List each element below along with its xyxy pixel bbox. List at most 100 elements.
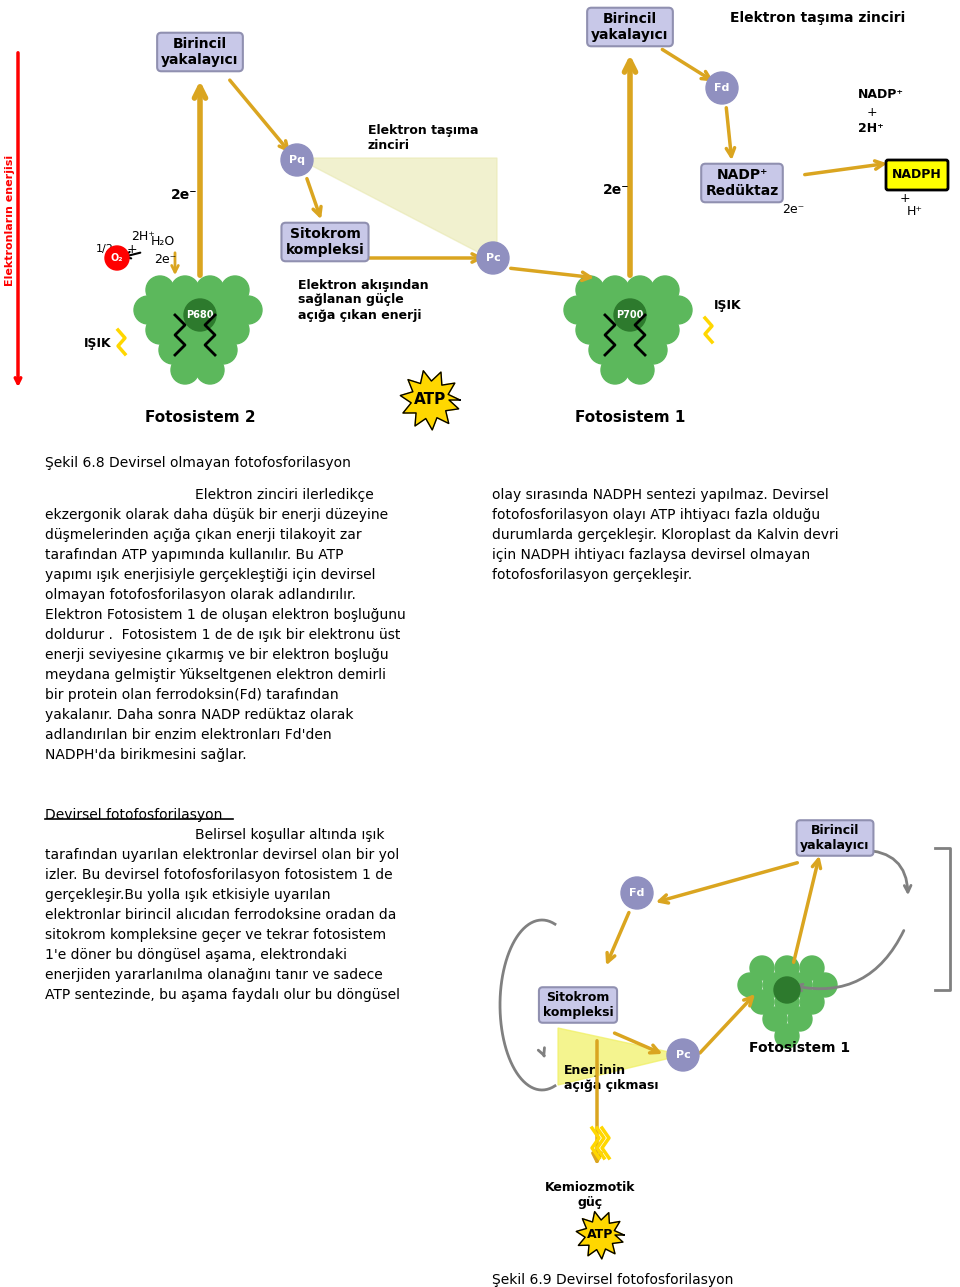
Text: enerji seviyesine çıkarmış ve bir elektron boşluğu: enerji seviyesine çıkarmış ve bir elektr… — [45, 647, 389, 662]
Circle shape — [159, 336, 187, 364]
Circle shape — [159, 296, 187, 324]
Text: izler. Bu devirsel fotofosforilasyon fotosistem 1 de: izler. Bu devirsel fotofosforilasyon fot… — [45, 867, 393, 882]
Circle shape — [209, 296, 237, 324]
Circle shape — [221, 275, 249, 304]
Text: 2H⁺: 2H⁺ — [132, 230, 155, 243]
Circle shape — [800, 990, 824, 1014]
Circle shape — [184, 299, 216, 331]
Text: Sitokrom
kompleksi: Sitokrom kompleksi — [286, 227, 365, 257]
Text: 2e⁻: 2e⁻ — [154, 254, 176, 266]
Circle shape — [626, 356, 654, 384]
Text: Belirsel koşullar altında ışık: Belirsel koşullar altında ışık — [195, 828, 385, 842]
Circle shape — [171, 317, 199, 344]
Circle shape — [281, 144, 313, 176]
Text: NADPH'da birikmesini sağlar.: NADPH'da birikmesini sağlar. — [45, 748, 247, 762]
Text: IŞIK: IŞIK — [84, 336, 111, 350]
Text: tarafından ATP yapımında kullanılır. Bu ATP: tarafından ATP yapımında kullanılır. Bu … — [45, 548, 344, 562]
Text: Şekil 6.9 Devirsel fotofosforilasyon: Şekil 6.9 Devirsel fotofosforilasyon — [492, 1273, 733, 1287]
Circle shape — [639, 296, 667, 324]
Text: Birincil
yakalayıcı: Birincil yakalayıcı — [591, 12, 669, 42]
Circle shape — [196, 356, 224, 384]
Circle shape — [800, 956, 824, 979]
Circle shape — [601, 356, 629, 384]
Text: O₂: O₂ — [110, 254, 123, 263]
Text: 2H⁺: 2H⁺ — [858, 121, 884, 135]
Circle shape — [706, 72, 738, 104]
Text: 2e⁻: 2e⁻ — [781, 203, 804, 216]
Text: ATP: ATP — [587, 1229, 613, 1242]
Text: Pc: Pc — [486, 254, 500, 263]
Text: NADPH: NADPH — [892, 169, 942, 181]
Text: Fd: Fd — [714, 82, 730, 93]
Text: Şekil 6.8 Devirsel olmayan fotofosforilasyon: Şekil 6.8 Devirsel olmayan fotofosforila… — [45, 456, 350, 470]
Circle shape — [614, 296, 642, 324]
Circle shape — [576, 317, 604, 344]
Text: Fotosistem 1: Fotosistem 1 — [750, 1041, 851, 1055]
Text: Elektronların enerjisi: Elektronların enerjisi — [5, 154, 15, 286]
Circle shape — [589, 336, 617, 364]
Text: Birincil
yakalayıcı: Birincil yakalayıcı — [161, 37, 239, 67]
Circle shape — [763, 973, 787, 997]
Circle shape — [614, 336, 642, 364]
Text: ekzergonik olarak daha düşük bir enerji düzeyine: ekzergonik olarak daha düşük bir enerji … — [45, 508, 388, 523]
Text: Elektron Fotosistem 1 de oluşan elektron boşluğunu: Elektron Fotosistem 1 de oluşan elektron… — [45, 607, 406, 622]
Text: Elektron taşıma
zinciri: Elektron taşıma zinciri — [368, 124, 478, 152]
Circle shape — [664, 296, 692, 324]
Text: doldurur .  Fotosistem 1 de de ışık bir elektronu üst: doldurur . Fotosistem 1 de de ışık bir e… — [45, 628, 400, 642]
Text: Devirsel fotofosforilasyon: Devirsel fotofosforilasyon — [45, 808, 223, 822]
Polygon shape — [400, 371, 460, 430]
Circle shape — [763, 1006, 787, 1031]
Text: 2e⁻: 2e⁻ — [171, 188, 198, 202]
Circle shape — [221, 317, 249, 344]
Circle shape — [788, 1006, 812, 1031]
Circle shape — [134, 296, 162, 324]
Circle shape — [564, 296, 592, 324]
Text: P680: P680 — [186, 310, 214, 320]
Circle shape — [775, 990, 799, 1014]
Text: fotofosforilasyon olayı ATP ihtiyacı fazla olduğu: fotofosforilasyon olayı ATP ihtiyacı faz… — [492, 508, 820, 523]
Polygon shape — [576, 1211, 624, 1259]
Text: Fotosistem 1: Fotosistem 1 — [575, 411, 685, 426]
Circle shape — [601, 275, 629, 304]
Text: H⁺: H⁺ — [907, 205, 923, 218]
Text: Elektron taşıma zinciri: Elektron taşıma zinciri — [730, 12, 905, 24]
Circle shape — [477, 242, 509, 274]
Circle shape — [196, 275, 224, 304]
Text: Elektron akışından
sağlanan güçle
açığa çıkan enerji: Elektron akışından sağlanan güçle açığa … — [298, 278, 428, 322]
Circle shape — [813, 973, 837, 997]
Polygon shape — [297, 158, 497, 263]
Circle shape — [788, 973, 812, 997]
Circle shape — [105, 246, 129, 270]
Circle shape — [234, 296, 262, 324]
Text: ATP sentezinde, bu aşama faydalı olur bu döngüsel: ATP sentezinde, bu aşama faydalı olur bu… — [45, 988, 400, 1003]
Text: NADP⁺
Redüktaz: NADP⁺ Redüktaz — [706, 167, 779, 198]
Text: elektronlar birincil alıcıdan ferrodoksine oradan da: elektronlar birincil alıcıdan ferrodoksi… — [45, 909, 396, 921]
Text: Enerjinin
açığa çıkması: Enerjinin açığa çıkması — [564, 1064, 659, 1091]
Text: Elektron zinciri ilerledikçe: Elektron zinciri ilerledikçe — [195, 488, 373, 502]
Circle shape — [626, 275, 654, 304]
Circle shape — [589, 296, 617, 324]
Text: IŞIK: IŞIK — [714, 299, 742, 311]
Text: P700: P700 — [616, 310, 644, 320]
Circle shape — [171, 356, 199, 384]
Text: için NADPH ihtiyacı fazlaysa devirsel olmayan: için NADPH ihtiyacı fazlaysa devirsel ol… — [492, 548, 810, 562]
Circle shape — [209, 336, 237, 364]
Text: 1/2: 1/2 — [96, 245, 114, 254]
Text: Kemiozmotik
güç: Kemiozmotik güç — [544, 1181, 636, 1208]
Text: +: + — [127, 243, 137, 256]
Text: Fotosistem 2: Fotosistem 2 — [145, 411, 255, 426]
Text: düşmelerinden açığa çıkan enerji tilakoyit zar: düşmelerinden açığa çıkan enerji tilakoy… — [45, 528, 362, 542]
Circle shape — [614, 299, 646, 331]
Text: 2e⁻: 2e⁻ — [603, 183, 630, 197]
Circle shape — [750, 956, 774, 979]
Circle shape — [184, 336, 212, 364]
Circle shape — [626, 317, 654, 344]
Polygon shape — [558, 1028, 683, 1085]
Text: +: + — [867, 106, 877, 118]
Text: NADP⁺: NADP⁺ — [858, 89, 904, 102]
Text: +: + — [900, 192, 910, 205]
Text: durumlarda gerçekleşir. Kloroplast da Kalvin devri: durumlarda gerçekleşir. Kloroplast da Ka… — [492, 528, 839, 542]
Text: Pq: Pq — [289, 154, 305, 165]
Circle shape — [184, 296, 212, 324]
Text: ATP: ATP — [414, 393, 446, 408]
